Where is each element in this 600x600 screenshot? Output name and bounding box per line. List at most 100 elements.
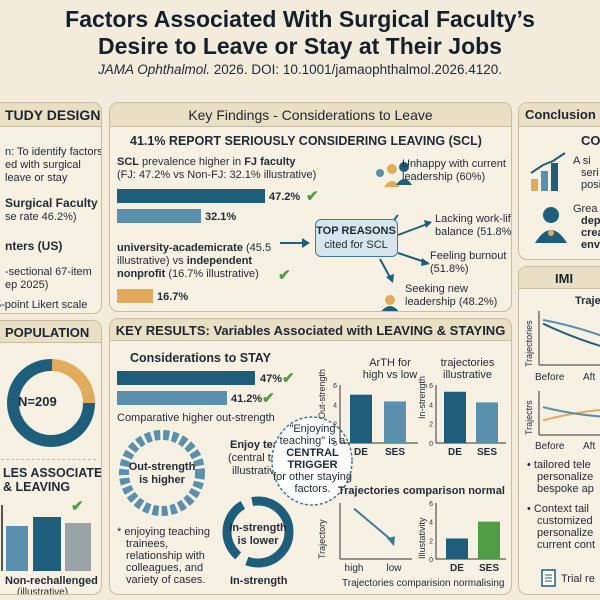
reason-2: Lacking work-life: [435, 213, 512, 225]
page-title: Factors Associated With Surgical Faculty…: [0, 6, 600, 60]
population-bar: [65, 523, 91, 571]
x-tick-label: SES: [477, 447, 497, 458]
population-panel: POPULATION N=209 LES ASSOCIATED & LEAVIN…: [0, 320, 102, 595]
key-findings-heading: Key Findings - Considerations to Leave: [110, 103, 511, 127]
implication-bullet: • Context tail: [527, 503, 589, 515]
staying-factors-note: trainees,: [126, 538, 169, 550]
study-design-line: ed with surgical: [5, 159, 81, 171]
implication-bullet: customized: [537, 515, 593, 527]
reason-4: Seeking new: [405, 283, 468, 295]
study-design-line: 5-point Likert scale: [0, 299, 88, 311]
institution-text: university-academicrate (45.5: [117, 242, 272, 254]
y-tick-label: 0: [333, 441, 337, 448]
population-bar-label: Non-rechallenged: [5, 575, 98, 587]
implications-heading: IMI: [519, 267, 600, 289]
leader-icon: [535, 207, 567, 243]
implication-bullet: bespoke ap: [537, 483, 594, 495]
x-tick-label: DE: [450, 563, 464, 574]
y-tick-label: 2: [333, 422, 337, 429]
illustativity-chart: 0 2 4 6 DE SES: [429, 501, 506, 574]
stay-bar: [117, 371, 255, 385]
non-fj-bar-value: 32.1%: [205, 211, 237, 223]
conclusion-bullet: crea: [581, 227, 600, 239]
y-tick-label: 2: [429, 538, 433, 545]
x-tick-label: SES: [479, 563, 499, 574]
in-strength-label: is lower: [237, 535, 279, 547]
check-icon: ✔: [278, 267, 291, 284]
in-strength-ring: [222, 496, 294, 568]
implications-chart2-ylabel: Trajectrs: [524, 400, 534, 435]
donut-segment-minor: [7, 359, 95, 447]
trajectory-chart: high low: [339, 503, 412, 574]
chart3-ylabel: Trajectory: [317, 519, 327, 559]
scl-prevalence-text: SCL prevalence higher in FJ faculty: [117, 156, 296, 168]
implication-bullet: personalize: [537, 527, 594, 539]
y-tick-label: 0: [429, 441, 433, 448]
implication-bullet: current cont: [537, 539, 596, 551]
check-icon: ✔: [282, 370, 295, 387]
chart-x-label: Aft: [583, 441, 596, 452]
stay-title: Considerations to STAY: [130, 351, 271, 365]
fj-bar: [117, 189, 265, 203]
implication-bullet: • tailored tele: [527, 459, 591, 471]
conclusion-sub: CO: [581, 133, 600, 148]
implications-trajectory-chart: [538, 311, 600, 366]
population-bar: [33, 517, 61, 571]
y-tick-label: 4: [333, 402, 337, 409]
conclusion-heading: Conclusion &: [519, 103, 600, 127]
top-reasons-title: TOP REASONS: [316, 225, 396, 237]
chart-x-label: Before: [535, 372, 565, 383]
x-tick-label: DE: [448, 447, 462, 458]
study-design-line: ep 2025): [5, 279, 49, 291]
implication-bullet: personalize: [537, 471, 594, 483]
stay-bar-value: 41.2%: [231, 393, 263, 405]
y-tick-label: 2: [429, 422, 433, 429]
chart1-title: high vs low: [362, 369, 418, 381]
population-bar: [6, 526, 28, 571]
in-strength-label: In-strength: [229, 522, 287, 534]
callout-text: CENTRAL: [286, 447, 339, 459]
out-strength-chart: 0 2 4 6 DE SES: [333, 383, 418, 458]
reason-1: Unhappy with current: [402, 158, 506, 170]
chart1-title: ArTH for: [369, 357, 411, 369]
in-strength-caption: In-strength: [230, 575, 288, 587]
chart-x-label: Before: [535, 441, 565, 452]
y-tick-label: 0: [429, 557, 433, 564]
journal-name: JAMA Ophthalmol.: [97, 62, 211, 77]
scl-abbr: SCL: [117, 156, 139, 168]
check-icon: ✔: [306, 188, 319, 205]
staying-factors-note: colleagues, and: [126, 562, 204, 574]
title-line-2: Desire to Leave or Stay at Their Jobs: [98, 33, 502, 59]
stay-bar: [117, 391, 227, 405]
citation: JAMA Ophthalmol. 2026. DOI: 10.1001/jama…: [0, 62, 600, 77]
top-reasons-sub: cited for SCL: [324, 239, 388, 251]
conclusion-bullet: envi: [581, 239, 600, 251]
reason-4: leadership (48.2%): [405, 296, 498, 308]
conclusion-bullet: Grea: [573, 203, 598, 215]
reason-3: Feeling burnout: [430, 250, 507, 262]
x-tick-label: high: [345, 563, 364, 574]
trajectory-line: [353, 507, 395, 543]
series-line-1: [542, 408, 600, 422]
trajectory-arrowhead: [387, 536, 395, 547]
callout-bubble: [271, 416, 353, 506]
study-design-line: -sectional 67-item: [5, 266, 92, 278]
study-design-line: leave or stay: [5, 172, 68, 184]
conclusion-bullet: seri: [581, 167, 599, 179]
axis-line: [1, 505, 3, 571]
staying-factors-note: * enjoying teaching: [117, 526, 210, 538]
bar-de: [350, 394, 372, 443]
scl-banner: 41.1% REPORT SERIOUSLY CONSIDERING LEAVI…: [130, 134, 482, 148]
study-design-line: se rate 46.2%): [5, 211, 77, 223]
series-line-1: [542, 319, 600, 337]
nonprofit-bar-value: 16.7%: [157, 291, 189, 303]
callout-text: "Enjoying: [289, 423, 336, 435]
conclusion-bullet: posi: [581, 179, 600, 191]
trajectory-title: Trajectories comparison normal: [338, 485, 505, 497]
connector-arrow: [397, 222, 431, 236]
trajectory-caption: Trajectories comparision normalising: [342, 578, 505, 589]
key-results-panel: KEY RESULTS: Variables Associated with L…: [109, 318, 512, 595]
bar-ses: [476, 402, 498, 443]
conclusion-bullet: A si: [573, 155, 591, 167]
key-findings-panel: Key Findings - Considerations to Leave 4…: [109, 102, 512, 312]
